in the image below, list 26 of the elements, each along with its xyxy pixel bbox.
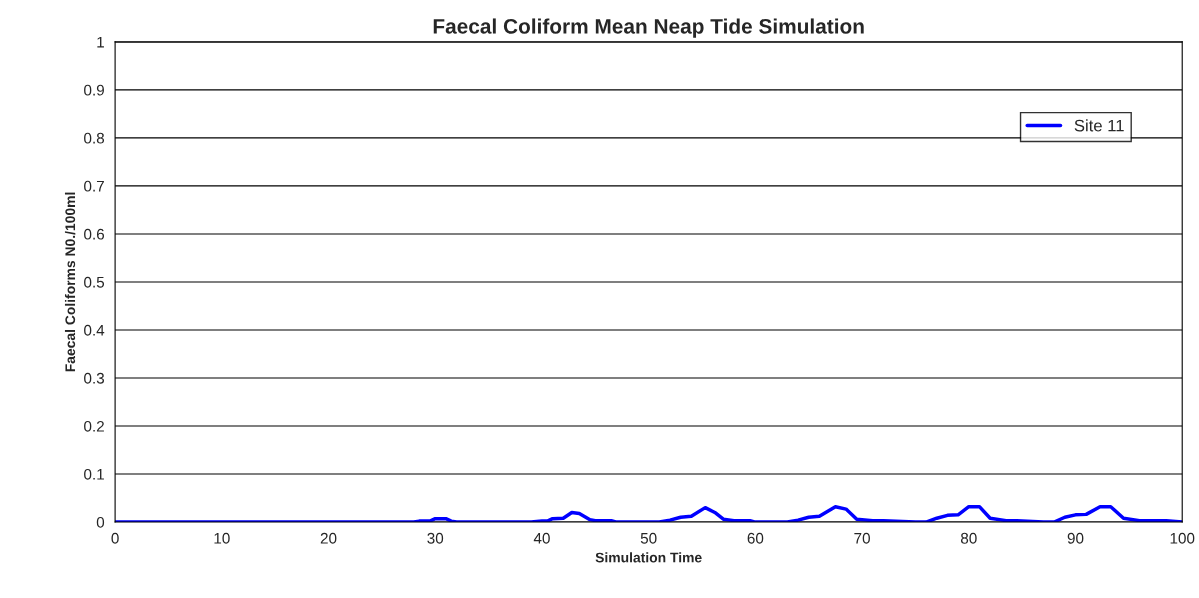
x-tick-label: 10 — [214, 532, 230, 544]
x-tick-label: 60 — [747, 532, 764, 544]
x-tick-label: 80 — [960, 532, 977, 544]
x-tick-label: 90 — [1067, 532, 1084, 544]
y-tick-label: 0.1 — [84, 468, 104, 480]
chart-title: Faecal Coliform Mean Neap Tide Simulation — [433, 18, 864, 38]
y-tick-label: 0.5 — [84, 276, 105, 288]
x-tick-label: 50 — [640, 532, 657, 544]
y-axis-title: Faecal Coliforms N0./100ml — [64, 192, 76, 372]
x-tick-label: 30 — [427, 532, 444, 544]
x-tick-label: 40 — [533, 532, 550, 544]
y-tick-label: 0.7 — [84, 180, 104, 192]
legend-label: Site 11 — [1074, 119, 1124, 132]
y-tick-label: 0.4 — [84, 324, 105, 336]
y-tick-label: 0.8 — [84, 132, 105, 144]
x-tick-label: 100 — [1170, 532, 1195, 544]
y-tick-label: 1 — [97, 36, 104, 48]
y-tick-label: 0.9 — [84, 84, 104, 96]
y-tick-label: 0 — [96, 516, 105, 528]
x-tick-label: 20 — [320, 532, 337, 544]
x-axis-title: Simulation Time — [595, 552, 702, 563]
y-tick-label: 0.2 — [84, 420, 104, 432]
x-tick-label: 0 — [111, 532, 119, 544]
y-tick-label: 0.3 — [84, 372, 105, 384]
y-tick-label: 0.6 — [84, 228, 105, 240]
x-tick-label: 70 — [854, 532, 870, 544]
